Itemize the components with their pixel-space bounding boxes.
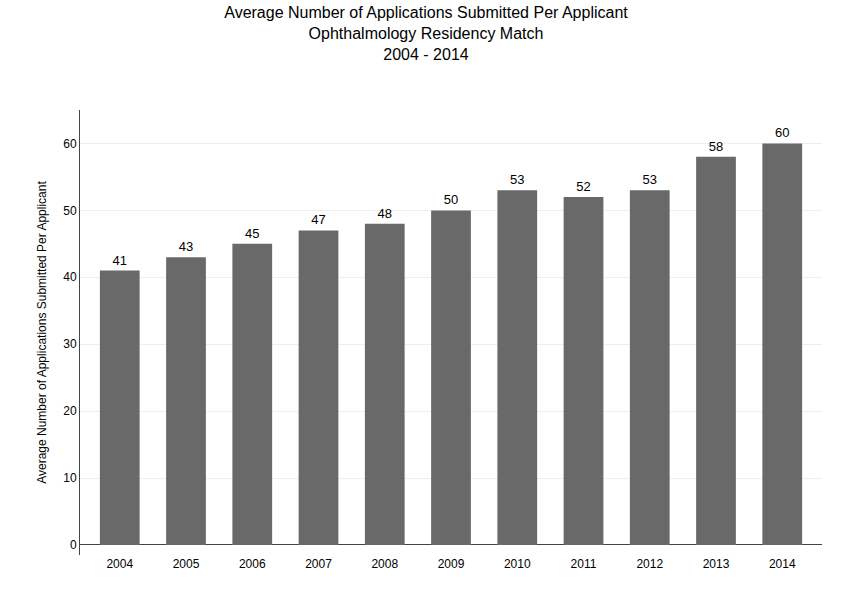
svg-text:10: 10 [63,471,77,485]
svg-text:40: 40 [63,270,77,284]
svg-text:2008: 2008 [371,557,398,571]
svg-text:20: 20 [63,404,77,418]
svg-text:53: 53 [510,172,524,187]
svg-text:50: 50 [444,192,458,207]
svg-text:60: 60 [63,137,77,151]
svg-text:2012: 2012 [636,557,663,571]
svg-text:2011: 2011 [571,557,597,571]
svg-text:58: 58 [709,139,723,154]
svg-text:60: 60 [775,125,789,140]
svg-text:Average Number of Applications: Average Number of Applications Submitted… [224,4,628,63]
svg-text:2005: 2005 [173,557,200,571]
svg-text:30: 30 [63,337,77,351]
svg-text:2013: 2013 [703,557,730,571]
svg-text:53: 53 [643,172,657,187]
svg-text:45: 45 [245,226,259,241]
svg-text:2009: 2009 [438,557,465,571]
svg-text:2006: 2006 [239,557,266,571]
svg-text:2004: 2004 [106,557,133,571]
svg-text:43: 43 [179,239,193,254]
svg-text:41: 41 [113,253,127,268]
svg-text:50: 50 [63,204,77,218]
svg-text:2014: 2014 [769,557,796,571]
svg-text:48: 48 [378,206,392,221]
svg-text:52: 52 [576,179,590,194]
svg-text:2010: 2010 [504,557,531,571]
svg-text:2007: 2007 [305,557,332,571]
svg-text:0: 0 [70,538,77,552]
svg-text:Average Number of Applications: Average Number of Applications Submitted… [35,181,49,484]
svg-text:47: 47 [311,212,325,227]
